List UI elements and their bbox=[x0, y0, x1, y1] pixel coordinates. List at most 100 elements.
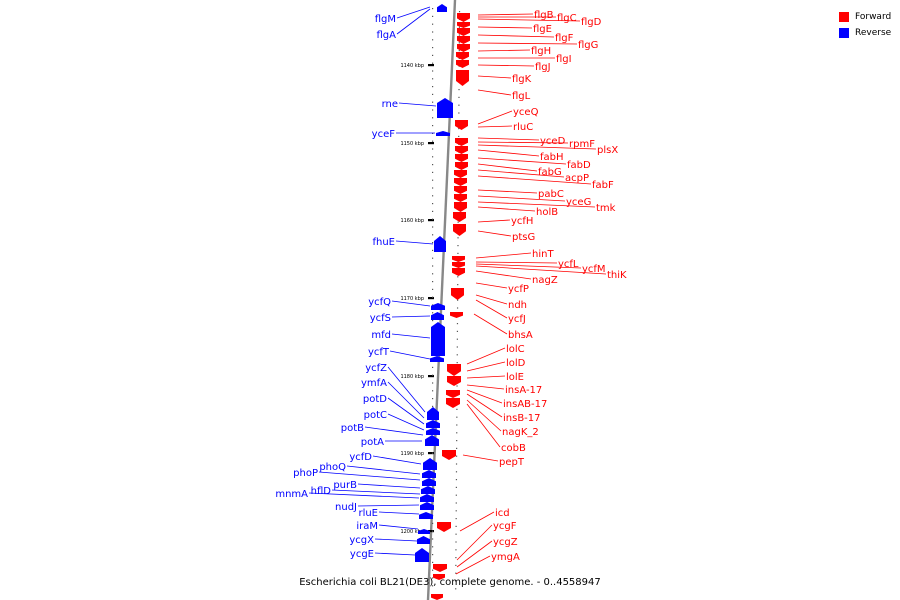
minor-tick bbox=[432, 281, 434, 283]
forward-gene-label[interactable]: holB bbox=[536, 207, 558, 218]
forward-gene-label[interactable]: flgK bbox=[512, 74, 532, 85]
forward-gene-label[interactable]: fabH bbox=[540, 152, 564, 163]
minor-tick bbox=[432, 242, 434, 244]
forward-gene-label[interactable]: nagK_2 bbox=[502, 427, 539, 438]
reverse-gene-leader bbox=[395, 240, 434, 245]
forward-gene-label[interactable]: ymgA bbox=[491, 552, 520, 563]
reverse-gene-label[interactable]: ycgE bbox=[350, 549, 374, 560]
minor-tick bbox=[432, 195, 434, 197]
reverse-gene-label[interactable]: ycfZ bbox=[365, 363, 387, 374]
forward-gene-label[interactable]: rluC bbox=[513, 122, 533, 133]
forward-gene-label[interactable]: flgD bbox=[581, 17, 602, 28]
forward-gene-label[interactable]: bhsA bbox=[508, 330, 533, 341]
minor-tick bbox=[457, 245, 459, 247]
forward-gene-label[interactable]: ycfJ bbox=[508, 314, 526, 325]
forward-gene-label[interactable]: yceQ bbox=[513, 107, 539, 118]
forward-gene-label[interactable]: insA-17 bbox=[505, 385, 542, 396]
forward-gene-label[interactable]: flgE bbox=[533, 24, 552, 35]
reverse-gene-label[interactable]: potA bbox=[361, 437, 384, 448]
forward-gene-label[interactable]: pabC bbox=[538, 189, 564, 200]
forward-gene-label[interactable]: flgL bbox=[512, 91, 531, 102]
forward-gene-label[interactable]: lolE bbox=[506, 372, 524, 383]
forward-gene-leader bbox=[477, 26, 533, 29]
minor-tick bbox=[432, 140, 434, 142]
reverse-gene-label[interactable]: potB bbox=[341, 423, 364, 434]
reverse-gene-leader bbox=[391, 300, 431, 307]
forward-gene-label[interactable]: fabF bbox=[592, 180, 614, 191]
minor-tick bbox=[432, 538, 434, 540]
forward-gene-label[interactable]: thiK bbox=[607, 270, 627, 281]
reverse-gene-label[interactable]: purB bbox=[333, 480, 357, 491]
reverse-gene-label[interactable]: fhuE bbox=[372, 237, 395, 248]
forward-gene-label[interactable]: yceG bbox=[566, 197, 591, 208]
reverse-gene-label[interactable]: iraM bbox=[356, 521, 378, 532]
forward-gene-label[interactable]: ycfM bbox=[582, 264, 606, 275]
forward-gene-glyph bbox=[454, 178, 467, 186]
forward-gene-label[interactable]: lolD bbox=[506, 358, 526, 369]
forward-gene-label[interactable]: nagZ bbox=[532, 275, 558, 286]
forward-gene-label[interactable]: icd bbox=[495, 508, 510, 519]
forward-gene-label[interactable]: flgJ bbox=[535, 62, 551, 73]
reverse-gene-label[interactable]: phoQ bbox=[319, 462, 346, 473]
forward-gene-label[interactable]: ndh bbox=[508, 300, 527, 311]
forward-gene-leader bbox=[475, 252, 532, 259]
minor-tick bbox=[432, 31, 434, 33]
forward-gene-label[interactable]: yceD bbox=[540, 136, 566, 147]
forward-gene-label[interactable]: flgB bbox=[534, 10, 554, 21]
reverse-gene-label[interactable]: flgM bbox=[375, 14, 396, 25]
reverse-gene-label[interactable]: ymfA bbox=[361, 378, 387, 389]
forward-gene-label[interactable]: flgH bbox=[531, 46, 551, 57]
forward-gene-label[interactable]: pepT bbox=[499, 457, 525, 468]
forward-gene-label[interactable]: acpP bbox=[565, 173, 589, 184]
forward-gene-label[interactable]: hinT bbox=[532, 249, 554, 260]
forward-gene-label[interactable]: fabD bbox=[567, 160, 591, 171]
forward-gene-label[interactable]: ptsG bbox=[512, 232, 535, 243]
forward-gene-label[interactable]: flgC bbox=[557, 13, 577, 24]
forward-gene-label[interactable]: ycfP bbox=[508, 284, 529, 295]
forward-gene-label[interactable]: flgF bbox=[555, 33, 574, 44]
forward-gene-label[interactable]: fabG bbox=[538, 167, 562, 178]
reverse-gene-label[interactable]: mfd bbox=[371, 330, 391, 341]
forward-gene-leader bbox=[477, 137, 540, 141]
forward-gene-label[interactable]: ycfH bbox=[511, 216, 533, 227]
reverse-gene-label[interactable]: flgA bbox=[377, 30, 397, 41]
forward-gene-leader bbox=[477, 42, 578, 45]
forward-gene-leader bbox=[477, 64, 535, 67]
reverse-gene-label[interactable]: rluE bbox=[358, 508, 378, 519]
forward-gene-leader bbox=[477, 219, 511, 223]
forward-gene-label[interactable]: rpmF bbox=[569, 139, 595, 150]
legend-item-forward: Forward bbox=[839, 9, 891, 25]
forward-gene-label[interactable]: tmk bbox=[596, 203, 616, 214]
forward-gene-label[interactable]: ycfL bbox=[558, 259, 579, 270]
forward-gene-label[interactable]: cobB bbox=[501, 443, 526, 454]
reverse-gene-label[interactable]: ycfT bbox=[368, 347, 390, 358]
reverse-gene-label[interactable]: hflD bbox=[311, 486, 332, 497]
reverse-gene-label[interactable]: ycfS bbox=[370, 313, 391, 324]
reverse-gene-label[interactable]: potD bbox=[363, 394, 387, 405]
forward-gene-label[interactable]: plsX bbox=[597, 145, 618, 156]
forward-gene-label[interactable]: insAB-17 bbox=[503, 399, 547, 410]
minor-tick bbox=[432, 218, 434, 220]
tick-label: 1200 kbp bbox=[400, 529, 424, 535]
reverse-gene-label[interactable]: mnmA bbox=[275, 489, 308, 500]
reverse-gene-label[interactable]: nudJ bbox=[335, 502, 357, 513]
forward-gene-glyph bbox=[454, 202, 467, 212]
forward-gene-leader bbox=[466, 399, 502, 432]
reverse-gene-label[interactable]: potC bbox=[364, 410, 387, 421]
forward-gene-label[interactable]: flgI bbox=[556, 54, 572, 65]
forward-gene-leader bbox=[477, 163, 538, 172]
reverse-gene-glyph bbox=[426, 428, 440, 435]
forward-gene-label[interactable]: ycgZ bbox=[493, 537, 518, 548]
reverse-gene-label[interactable]: yceF bbox=[372, 129, 396, 140]
forward-gene-label[interactable]: lolC bbox=[506, 344, 525, 355]
reverse-gene-label[interactable]: ycgX bbox=[349, 535, 374, 546]
forward-gene-label[interactable]: insB-17 bbox=[503, 413, 541, 424]
minor-tick bbox=[456, 362, 458, 364]
reverse-gene-label[interactable]: phoP bbox=[293, 468, 318, 479]
reverse-gene-label[interactable]: ycfD bbox=[349, 452, 372, 463]
reverse-gene-label[interactable]: rne bbox=[382, 99, 398, 110]
reverse-gene-label[interactable]: ycfQ bbox=[368, 297, 391, 308]
minor-tick bbox=[456, 307, 459, 309]
forward-gene-label[interactable]: ycgF bbox=[493, 521, 517, 532]
forward-gene-label[interactable]: flgG bbox=[578, 40, 598, 51]
